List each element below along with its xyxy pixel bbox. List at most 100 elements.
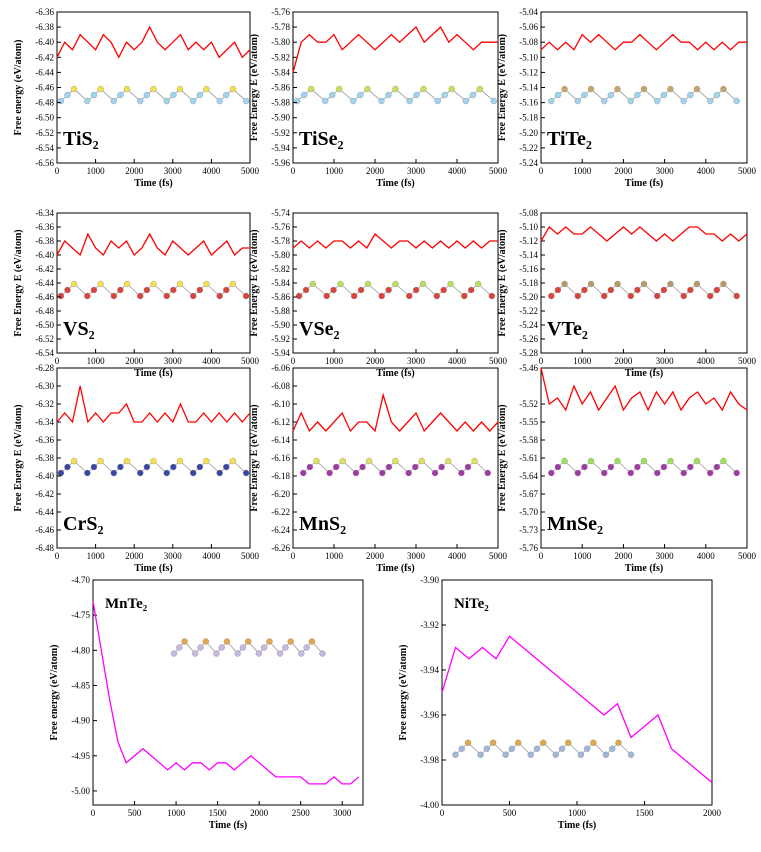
atom <box>458 470 464 476</box>
atom <box>137 98 143 104</box>
x-tick-label: 2000 <box>366 356 385 366</box>
y-tick-label: -4.90 <box>71 716 90 726</box>
atom <box>548 293 554 299</box>
series-line <box>293 27 498 72</box>
atom <box>84 470 90 476</box>
panel-title: NiTe₂ <box>454 596 489 612</box>
x-axis-label: Time (fs) <box>558 820 596 831</box>
atom <box>353 470 359 476</box>
y-tick-label: -6.38 <box>35 453 54 463</box>
x-axis-label: Time (fs) <box>376 563 414 574</box>
x-tick-label: 500 <box>128 808 142 818</box>
atom <box>198 645 204 651</box>
panel-title: VS₂ <box>63 318 95 340</box>
atom <box>667 458 673 464</box>
panel-title: TiSe₂ <box>299 128 344 150</box>
atom <box>707 293 713 299</box>
atom <box>164 293 170 299</box>
y-tick-label: -5.94 <box>271 348 290 358</box>
atom <box>687 92 693 98</box>
atom <box>308 86 314 92</box>
x-tick-label: 4000 <box>202 166 221 176</box>
y-tick-label: -6.48 <box>35 98 54 108</box>
atom <box>182 639 188 645</box>
x-tick-label: 5000 <box>241 166 260 176</box>
atom <box>707 98 713 104</box>
atom <box>310 281 316 287</box>
atom <box>628 470 634 476</box>
atom <box>230 281 236 287</box>
atom <box>296 293 302 299</box>
atom <box>681 470 687 476</box>
y-axis-label: Free energy (eV/atom) <box>398 645 409 741</box>
y-tick-label: -4.80 <box>71 645 90 655</box>
atom <box>177 281 183 287</box>
atom <box>434 293 440 299</box>
y-tick-label: -5.10 <box>519 52 538 62</box>
x-tick-label: 5000 <box>489 551 508 561</box>
atom <box>681 98 687 104</box>
x-axis-label: Time (fs) <box>376 368 414 379</box>
x-tick-label: 1000 <box>325 356 344 366</box>
atom <box>406 470 412 476</box>
y-tick-label: -5.46 <box>519 363 538 373</box>
panel: -5.76-5.78-5.80-5.82-5.84-5.86-5.88-5.90… <box>249 7 508 189</box>
atom <box>217 293 223 299</box>
y-tick-label: -6.40 <box>35 37 54 47</box>
atom <box>261 645 267 651</box>
x-axis-label: Time (fs) <box>625 368 663 379</box>
y-tick-label: -6.50 <box>35 113 54 123</box>
atom <box>694 86 700 92</box>
atom <box>219 645 225 651</box>
atom <box>581 92 587 98</box>
atom <box>641 281 647 287</box>
atom <box>609 746 615 752</box>
x-tick-label: 1000 <box>568 808 587 818</box>
atom <box>420 281 426 287</box>
y-tick-label: -6.42 <box>35 52 54 62</box>
y-tick-label: -5.64 <box>519 471 538 481</box>
atom <box>366 458 372 464</box>
atom <box>615 86 621 92</box>
x-tick-label: 4000 <box>448 551 467 561</box>
atom <box>351 293 357 299</box>
y-tick-label: -5.67 <box>519 489 538 499</box>
y-tick-label: -6.38 <box>35 236 54 246</box>
y-tick-label: -5.76 <box>519 543 538 553</box>
atom <box>117 287 123 293</box>
panel-title: VSe₂ <box>299 318 339 340</box>
atom <box>331 287 337 293</box>
y-tick-label: -5.74 <box>271 208 290 218</box>
atom <box>71 458 77 464</box>
y-tick-label: -4.85 <box>71 680 90 690</box>
y-tick-label: -5.16 <box>519 98 538 108</box>
atom <box>601 470 607 476</box>
y-tick-label: -5.88 <box>271 306 290 316</box>
atom <box>171 651 177 657</box>
x-axis-label: Time (fs) <box>625 178 663 189</box>
atom <box>489 293 495 299</box>
atom <box>608 464 614 470</box>
atom <box>503 752 509 758</box>
atom <box>419 458 425 464</box>
atom <box>360 464 366 470</box>
atom <box>681 293 687 299</box>
atom <box>628 293 634 299</box>
atom <box>562 86 568 92</box>
atom <box>654 470 660 476</box>
atom <box>170 464 176 470</box>
y-tick-label: -6.50 <box>35 320 54 330</box>
atom <box>477 86 483 92</box>
y-tick-label: -5.86 <box>271 292 290 302</box>
y-tick-label: -4.95 <box>71 751 90 761</box>
atom <box>442 92 448 98</box>
atom <box>337 281 343 287</box>
y-tick-label: -5.16 <box>519 264 538 274</box>
y-tick-label: -4.75 <box>71 610 90 620</box>
atom <box>151 281 157 287</box>
y-axis-label: Free Energy E (eV/atom) <box>497 404 508 511</box>
plot-frame <box>93 580 363 805</box>
atom <box>562 281 568 287</box>
y-axis-label: Free Energy E (eV/atom) <box>249 404 260 511</box>
atom <box>588 458 594 464</box>
